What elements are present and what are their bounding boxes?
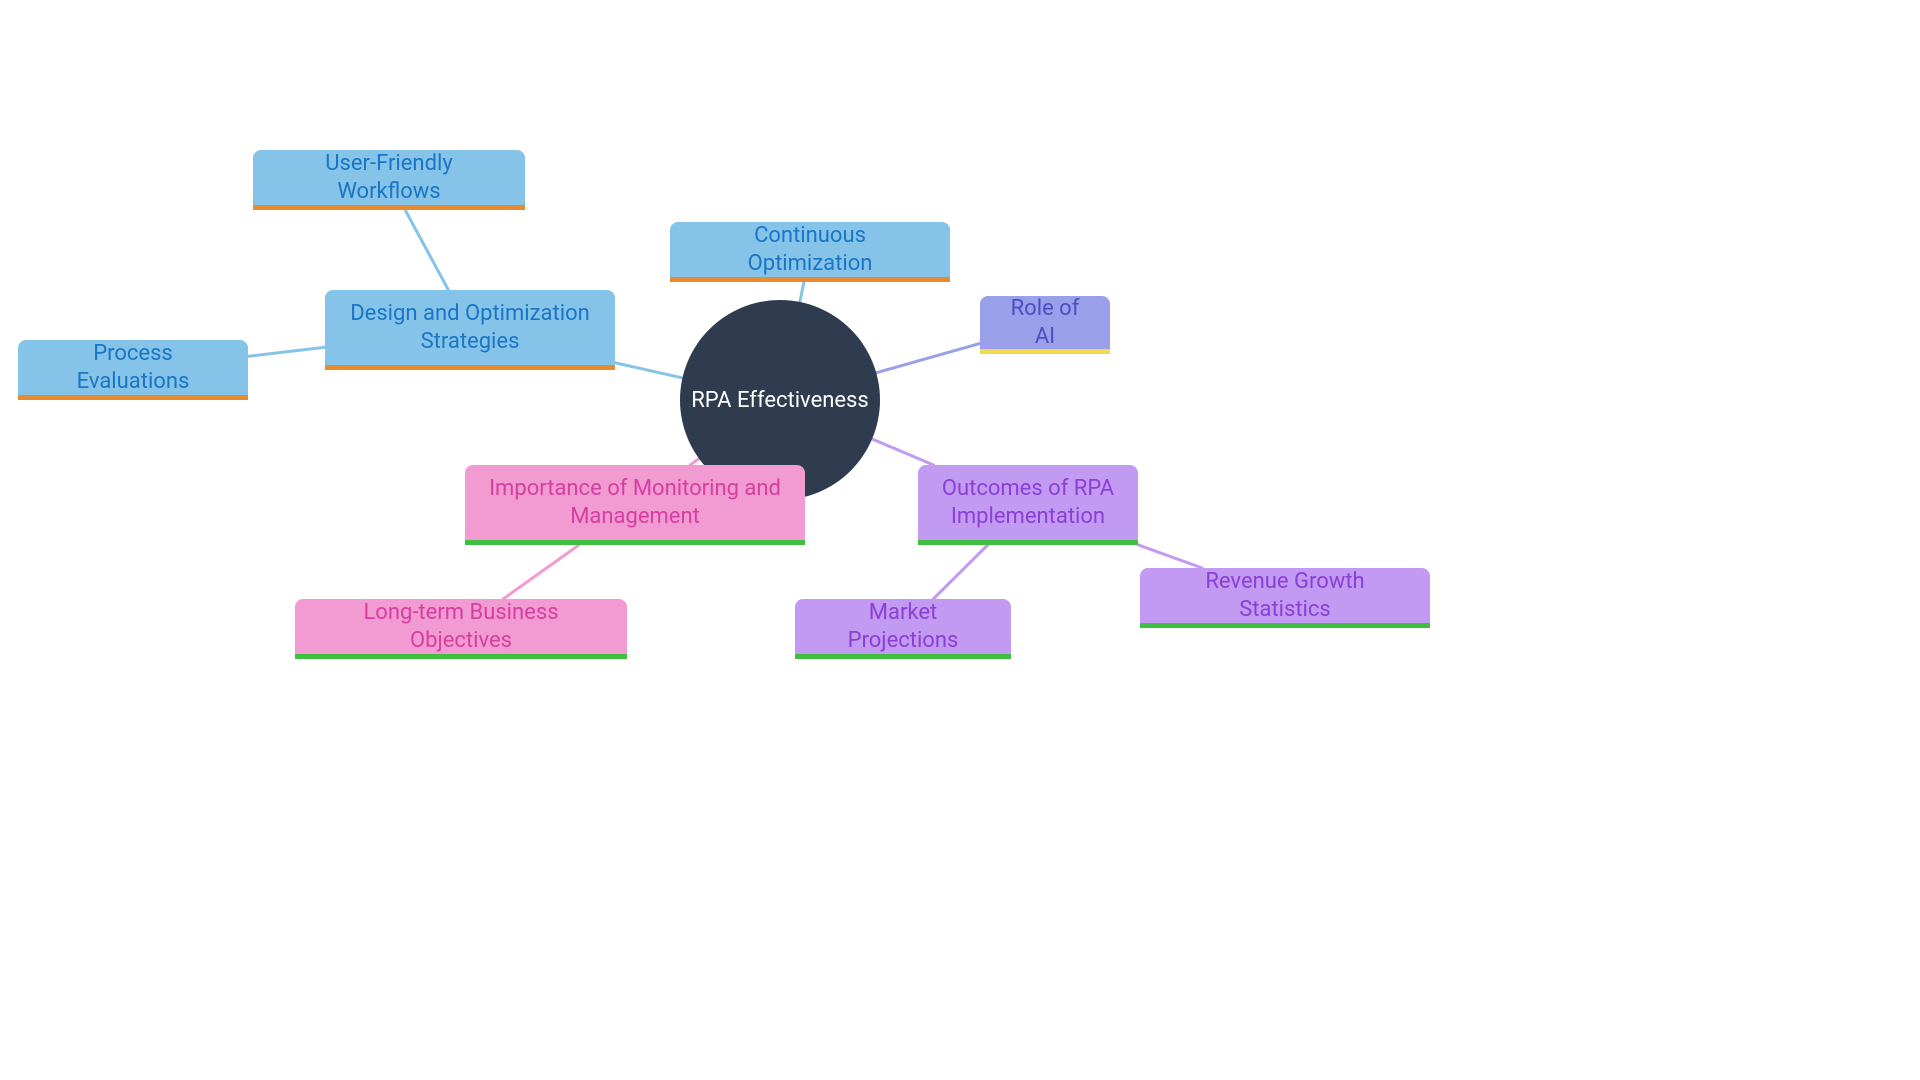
node-label: Revenue Growth Statistics xyxy=(1160,568,1410,623)
node-label: Market Projections xyxy=(815,599,991,654)
node-label: Long-term Business Objectives xyxy=(315,599,607,654)
edge-design-evaluations xyxy=(248,347,325,356)
edge-center-roleai xyxy=(876,343,980,372)
edge-center-outcomes xyxy=(872,439,933,465)
node-label: Importance of Monitoring and Management xyxy=(485,475,785,530)
node-monitoring: Importance of Monitoring and Management xyxy=(465,465,805,545)
node-evaluations: Process Evaluations xyxy=(18,340,248,400)
node-label: Outcomes of RPA Implementation xyxy=(938,475,1118,530)
node-design: Design and Optimization Strategies xyxy=(325,290,615,370)
edge-outcomes-market xyxy=(933,545,987,599)
edge-design-workflows xyxy=(405,210,448,290)
node-market: Market Projections xyxy=(795,599,1011,659)
node-outcomes: Outcomes of RPA Implementation xyxy=(918,465,1138,545)
node-revenue: Revenue Growth Statistics xyxy=(1140,568,1430,628)
node-label: Process Evaluations xyxy=(38,340,228,395)
node-label: Design and Optimization Strategies xyxy=(345,300,595,355)
node-label: Continuous Optimization xyxy=(690,222,930,277)
mindmap-canvas: { "diagram": { "type": "mindmap", "backg… xyxy=(0,0,1920,1080)
node-label: User-Friendly Workflows xyxy=(273,150,505,205)
node-longterm: Long-term Business Objectives xyxy=(295,599,627,659)
edge-center-contopt xyxy=(800,282,804,302)
node-workflows: User-Friendly Workflows xyxy=(253,150,525,210)
center-node-label: RPA Effectiveness xyxy=(691,388,869,413)
node-contopt: Continuous Optimization xyxy=(670,222,950,282)
edge-monitoring-longterm xyxy=(503,545,579,599)
edge-outcomes-revenue xyxy=(1138,545,1202,568)
node-label: Role of AI xyxy=(1000,295,1090,350)
node-roleai: Role of AI xyxy=(980,296,1110,354)
edge-center-design xyxy=(615,363,682,378)
